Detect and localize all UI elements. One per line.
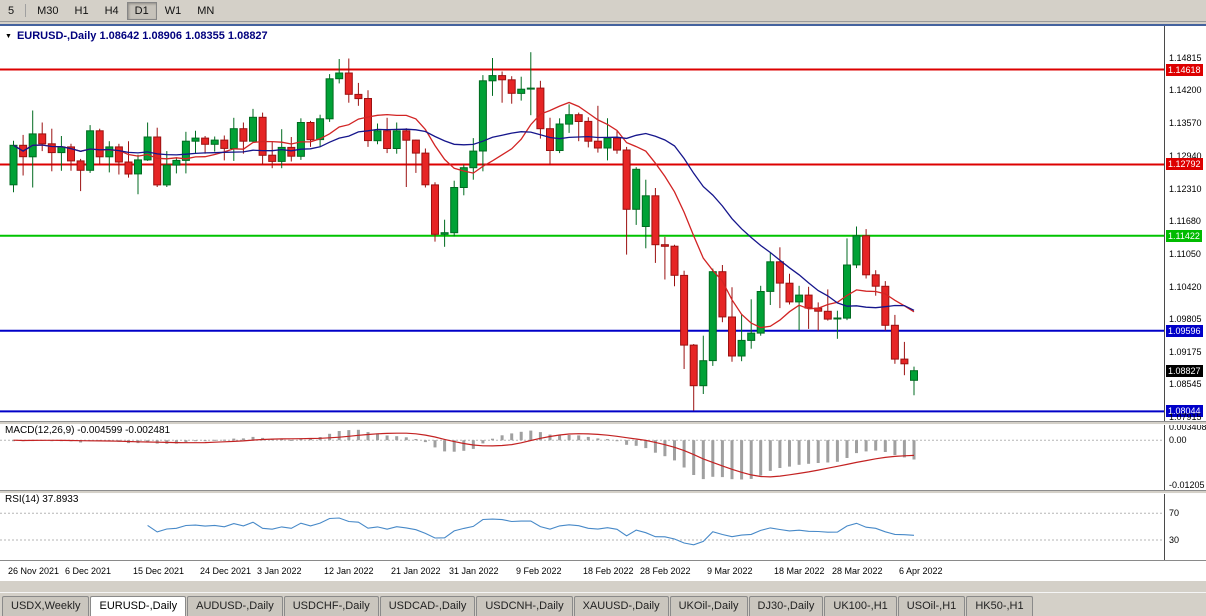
price-axis-tag: 1.08827 (1166, 365, 1203, 377)
price-axis-label: 1.12940 (1169, 151, 1202, 161)
chart-window: ▼ EURUSD-,Daily 1.08642 1.08906 1.08355 … (0, 24, 1206, 581)
price-axis-tag: 1.12792 (1166, 158, 1203, 170)
price-axis-label: 1.13570 (1169, 118, 1202, 128)
rsi-label: RSI(14) 37.8933 (5, 494, 79, 505)
timeframe-button-d1[interactable]: D1 (126, 1, 157, 20)
price-axis-label: 1.11680 (1169, 216, 1201, 226)
rsi-axis-label: 70 (1169, 508, 1180, 518)
date-label: 28 Mar 2022 (832, 566, 883, 576)
price-axis-label: 1.08545 (1169, 379, 1202, 389)
chart-tab[interactable]: AUDUSD-,Daily (187, 596, 283, 616)
price-axis-tag: 1.09596 (1166, 325, 1203, 337)
timeframe-button-mn[interactable]: MN (197, 4, 215, 17)
price-axis-tag: 1.08044 (1166, 405, 1203, 417)
date-label: 24 Dec 2021 (200, 566, 252, 576)
timeframe-button-h4[interactable]: H4 (104, 4, 119, 17)
macd-label: MACD(12,26,9) -0.004599 -0.002481 (5, 425, 171, 436)
chart-tab[interactable]: USOil-,H1 (897, 596, 966, 616)
price-chart-svg (0, 52, 1164, 413)
timeframe-button-w1[interactable]: W1 (164, 4, 182, 17)
price-axis-label: 1.14815 (1169, 53, 1202, 63)
date-label: 31 Jan 2022 (449, 566, 499, 576)
date-label: 12 Jan 2022 (324, 566, 374, 576)
date-label: 28 Feb 2022 (640, 566, 691, 576)
date-label: 6 Dec 2021 (65, 566, 112, 576)
rsi-line (147, 517, 915, 546)
chart-dropdown-icon[interactable]: ▼ (5, 32, 12, 40)
chart-tab[interactable]: EURUSD-,Daily (90, 596, 187, 616)
rsi-axis-label: 30 (1169, 535, 1180, 545)
price-axis-tag: 1.11422 (1166, 230, 1202, 242)
timeframe-button-h1[interactable]: H1 (74, 4, 89, 17)
candlestick-series (9, 52, 918, 411)
ma-line-21 (13, 128, 915, 311)
date-label: 26 Nov 2021 (8, 566, 60, 576)
chart-tab-bar: USDX,Weekly EURUSD-,Daily AUDUSD-,Daily USD… (0, 592, 1206, 616)
date-label: 18 Feb 2022 (583, 566, 634, 576)
horizontal-level-lines (0, 68, 1164, 413)
price-axis-separator (1164, 26, 1165, 560)
macd-panel[interactable]: MACD(12,26,9) -0.004599 -0.002481 (0, 423, 1164, 490)
macd-svg (0, 429, 1164, 480)
chart-tab[interactable]: USDCNH-,Daily (476, 596, 573, 616)
price-chart-panel[interactable] (0, 46, 1164, 421)
chart-tab[interactable]: UK100-,H1 (824, 596, 897, 616)
macd-axis-label: 0.00 (1169, 435, 1187, 445)
ma-line-10 (13, 101, 915, 329)
chart-tab[interactable]: USDCAD-,Daily (379, 596, 476, 616)
macd-histogram (12, 429, 916, 480)
price-axis-tag: 1.14618 (1166, 64, 1203, 76)
date-label: 9 Mar 2022 (707, 566, 753, 576)
rsi-svg (0, 512, 1164, 546)
timeframe-toolbar: 5 M30 H1 H4 D1 W1 MN (0, 0, 1206, 22)
price-axis-label: 1.14200 (1169, 85, 1202, 95)
date-label: 15 Dec 2021 (133, 566, 185, 576)
timeframe-button-m30[interactable]: M30 (37, 4, 59, 17)
date-label: 18 Mar 2022 (774, 566, 825, 576)
price-axis-label: 1.11050 (1169, 249, 1201, 259)
time-axis[interactable]: 26 Nov 2021 6 Dec 2021 15 Dec 2021 24 Dec 2… (0, 560, 1206, 581)
timeframe-button-5[interactable]: 5 (8, 4, 15, 17)
chart-tab[interactable]: DJ30-,Daily (748, 596, 824, 616)
price-axis-label: 1.09175 (1169, 347, 1202, 357)
date-label: 9 Feb 2022 (516, 566, 562, 576)
chart-tab[interactable]: USDX,Weekly (2, 596, 90, 616)
date-label: 3 Jan 2022 (257, 566, 302, 576)
chart-title-text: EURUSD-,Daily 1.08642 1.08906 1.08355 1.… (16, 30, 268, 42)
panel-splitter[interactable] (0, 490, 1206, 494)
rsi-panel[interactable]: RSI(14) 37.8933 (0, 492, 1164, 560)
panel-splitter[interactable] (0, 421, 1206, 425)
date-label: 21 Jan 2022 (391, 566, 441, 576)
toolbar-separator (25, 4, 27, 17)
chart-title: ▼ EURUSD-,Daily 1.08642 1.08906 1.08355 … (5, 30, 268, 42)
chart-tab[interactable]: USDCHF-,Daily (283, 596, 379, 616)
price-axis-label: 1.09805 (1169, 314, 1202, 324)
macd-signal-line (13, 432, 915, 478)
chart-tab[interactable]: UKOil-,Daily (669, 596, 748, 616)
price-axis-label: 1.10420 (1169, 282, 1202, 292)
price-axis-label: 1.12310 (1169, 184, 1202, 194)
chart-tab[interactable]: XAUUSD-,Daily (573, 596, 669, 616)
date-label: 6 Apr 2022 (899, 566, 943, 576)
chart-tab[interactable]: HK50-,H1 (966, 596, 1033, 616)
